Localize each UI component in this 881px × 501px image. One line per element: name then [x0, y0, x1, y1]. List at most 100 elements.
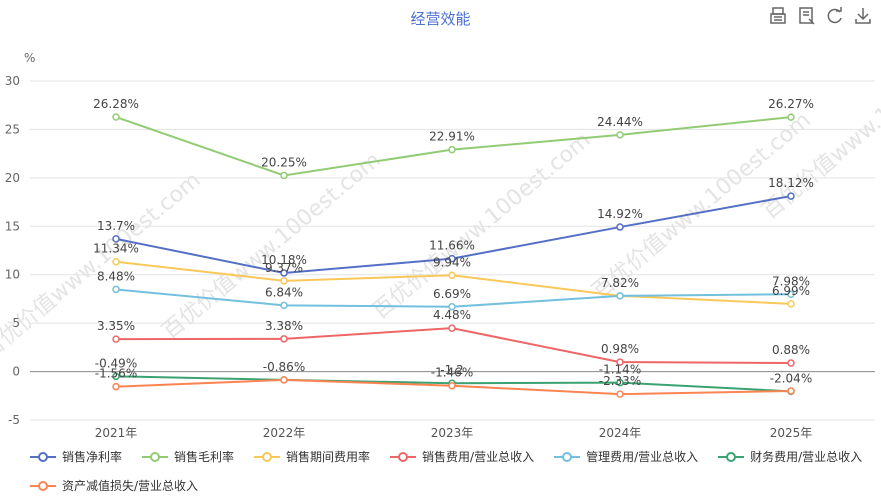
- data-label: -1.56%: [95, 367, 137, 381]
- legend-label: 财务费用/营业总收入: [750, 450, 863, 464]
- data-label: 4.48%: [433, 308, 471, 322]
- data-point: [280, 376, 288, 384]
- legend-label: 销售费用/营业总收入: [422, 450, 535, 464]
- restore-icon[interactable]: [825, 6, 845, 26]
- data-point: [616, 378, 624, 387]
- table-view-icon[interactable]: [797, 6, 817, 26]
- data-point: [448, 145, 456, 154]
- legend-item[interactable]: 销售净利率: [30, 448, 122, 465]
- data-label: 24.44%: [597, 115, 643, 129]
- data-point: [616, 131, 624, 139]
- save-image-icon[interactable]: [853, 6, 873, 26]
- y-tick-label: 10: [5, 268, 20, 282]
- data-point: [448, 271, 456, 280]
- legend-swatch-icon: [30, 480, 56, 491]
- data-point: [280, 277, 288, 285]
- data-label: -2.04%: [770, 371, 812, 385]
- data-label: -0.49%: [95, 356, 137, 370]
- legend-label: 销售毛利率: [174, 450, 235, 464]
- legend-swatch-icon: [30, 451, 56, 462]
- y-tick-label: 30: [5, 74, 20, 88]
- data-label: 10.18%: [261, 253, 307, 267]
- data-label: -1.2: [440, 363, 463, 377]
- data-label: -1.14%: [599, 363, 641, 377]
- x-tick-label: 2024年: [599, 426, 642, 440]
- legend-swatch-icon: [554, 451, 581, 462]
- data-point: [787, 290, 795, 299]
- y-tick-label: 15: [5, 219, 20, 233]
- data-point: [112, 372, 120, 381]
- data-point: [616, 358, 624, 366]
- toolbox: [769, 6, 873, 26]
- legend-label: 销售期间费用率: [286, 450, 371, 464]
- legend-item[interactable]: 销售期间费用率: [254, 448, 370, 465]
- data-point: [280, 301, 288, 310]
- legend-swatch-icon: [254, 451, 281, 462]
- data-point: [280, 335, 288, 343]
- data-label: 3.35%: [97, 319, 135, 333]
- data-point: [787, 192, 795, 200]
- legend-label: 资产减值损失/营业总收入: [62, 479, 199, 493]
- data-point: [112, 335, 120, 343]
- legend-item[interactable]: 销售毛利率: [142, 448, 234, 465]
- legend-swatch-icon: [718, 451, 745, 462]
- data-label: 13.7%: [97, 219, 135, 233]
- y-axis-label: %: [24, 51, 35, 65]
- data-label: 9.94%: [433, 255, 471, 269]
- y-tick-label: 20: [5, 171, 20, 185]
- data-label: 8.48%: [97, 269, 135, 283]
- data-point: [280, 171, 288, 180]
- chart-title: 经营效能: [410, 10, 471, 28]
- data-label: 14.92%: [597, 207, 643, 221]
- data-point: [787, 300, 795, 308]
- data-view-icon[interactable]: [769, 6, 789, 26]
- data-point: [112, 235, 120, 243]
- data-label: 22.91%: [429, 130, 475, 144]
- data-point: [448, 381, 456, 390]
- data-point: [616, 223, 624, 231]
- data-point: [448, 303, 456, 311]
- data-label: -2.33%: [599, 374, 641, 388]
- legend: 销售净利率 销售毛利率 销售期间费用率 销售费用/营业总收入 管理费用/营业总收入 财务费…: [30, 448, 875, 494]
- data-label: 9.37%: [265, 261, 303, 275]
- data-label: 11.66%: [429, 239, 475, 253]
- data-point: [787, 113, 795, 121]
- series-line: [115, 327, 792, 365]
- data-point: [112, 113, 120, 121]
- data-point: [616, 292, 624, 300]
- legend-label: 销售净利率: [62, 450, 123, 464]
- legend-item[interactable]: 财务费用/营业总收入: [718, 448, 862, 465]
- data-label: 7.82%: [601, 276, 639, 290]
- data-label: 18.12%: [768, 176, 814, 190]
- data-point: [112, 382, 120, 391]
- data-label: -1.46%: [431, 366, 473, 380]
- data-point: [787, 387, 795, 395]
- legend-swatch-icon: [390, 451, 417, 462]
- data-label: 11.34%: [93, 242, 139, 256]
- x-tick-label: 2022年: [263, 426, 306, 440]
- legend-label: 管理费用/营业总收入: [586, 450, 699, 464]
- legend-swatch-icon: [142, 451, 169, 462]
- data-label: 6.69%: [433, 287, 471, 301]
- data-point: [448, 254, 456, 263]
- data-point: [448, 324, 456, 332]
- data-label: 26.27%: [768, 97, 814, 111]
- x-tick-label: 2025年: [770, 426, 813, 440]
- data-label: 26.28%: [93, 97, 139, 111]
- data-label: 20.25%: [261, 155, 307, 169]
- data-point: [112, 257, 120, 266]
- legend-item[interactable]: 资产减值损失/营业总收入: [30, 477, 198, 494]
- data-label: 7.98%: [772, 274, 810, 288]
- data-label: -0.86%: [263, 360, 305, 374]
- data-point: [616, 390, 624, 398]
- y-tick-label: 5: [12, 316, 20, 330]
- data-label: 0.98%: [601, 342, 639, 356]
- data-point: [280, 269, 288, 277]
- legend-item[interactable]: 管理费用/营业总收入: [554, 448, 698, 465]
- data-point: [787, 359, 795, 367]
- data-label: 6.84%: [265, 285, 303, 299]
- series-line: [115, 116, 792, 177]
- x-tick-label: 2021年: [95, 426, 138, 440]
- legend-item[interactable]: 销售费用/营业总收入: [390, 448, 534, 465]
